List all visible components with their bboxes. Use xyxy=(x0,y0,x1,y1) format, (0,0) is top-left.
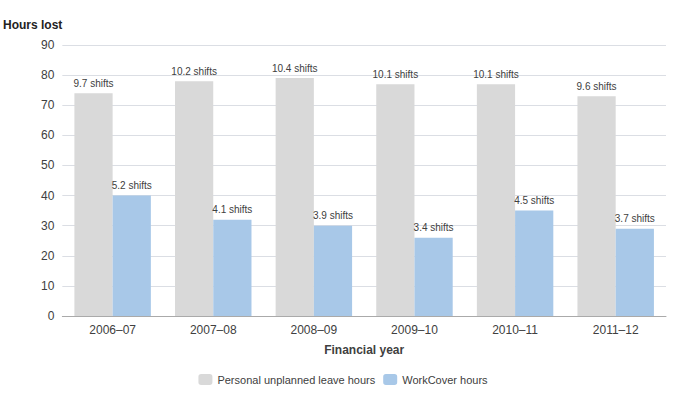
svg-text:4.1 shifts: 4.1 shifts xyxy=(212,204,252,215)
svg-text:2011–12: 2011–12 xyxy=(593,323,639,337)
svg-text:Hours lost: Hours lost xyxy=(3,18,62,32)
svg-text:10.1 shifts: 10.1 shifts xyxy=(373,69,419,80)
svg-text:30: 30 xyxy=(41,219,55,233)
svg-text:10.1 shifts: 10.1 shifts xyxy=(473,69,519,80)
svg-text:Financial year: Financial year xyxy=(324,343,404,357)
svg-text:4.5 shifts: 4.5 shifts xyxy=(514,195,554,206)
svg-text:3.7 shifts: 3.7 shifts xyxy=(615,213,655,224)
svg-text:9.7 shifts: 9.7 shifts xyxy=(74,78,114,89)
svg-text:10.2 shifts: 10.2 shifts xyxy=(171,66,217,77)
svg-text:40: 40 xyxy=(41,189,55,203)
svg-text:2007–08: 2007–08 xyxy=(190,323,237,337)
svg-text:2006–07: 2006–07 xyxy=(89,323,136,337)
svg-text:2010–11: 2010–11 xyxy=(492,323,538,337)
svg-text:2009–10: 2009–10 xyxy=(391,323,438,337)
svg-text:2008–09: 2008–09 xyxy=(291,323,338,337)
svg-text:9.6 shifts: 9.6 shifts xyxy=(577,81,617,92)
svg-text:20: 20 xyxy=(41,249,55,263)
svg-text:60: 60 xyxy=(41,128,55,142)
svg-text:10: 10 xyxy=(41,279,55,293)
svg-text:3.9 shifts: 3.9 shifts xyxy=(313,210,353,221)
svg-text:5.2 shifts: 5.2 shifts xyxy=(112,180,152,191)
svg-text:50: 50 xyxy=(41,158,55,172)
svg-text:3.4 shifts: 3.4 shifts xyxy=(414,222,454,233)
svg-text:0: 0 xyxy=(48,309,55,323)
svg-text:Personal unplanned leave hours: Personal unplanned leave hours xyxy=(217,374,375,386)
svg-text:90: 90 xyxy=(41,38,55,52)
svg-text:70: 70 xyxy=(41,98,55,112)
svg-text:WorkCover hours: WorkCover hours xyxy=(402,374,488,386)
svg-text:80: 80 xyxy=(41,68,55,82)
svg-text:10.4 shifts: 10.4 shifts xyxy=(272,63,318,74)
